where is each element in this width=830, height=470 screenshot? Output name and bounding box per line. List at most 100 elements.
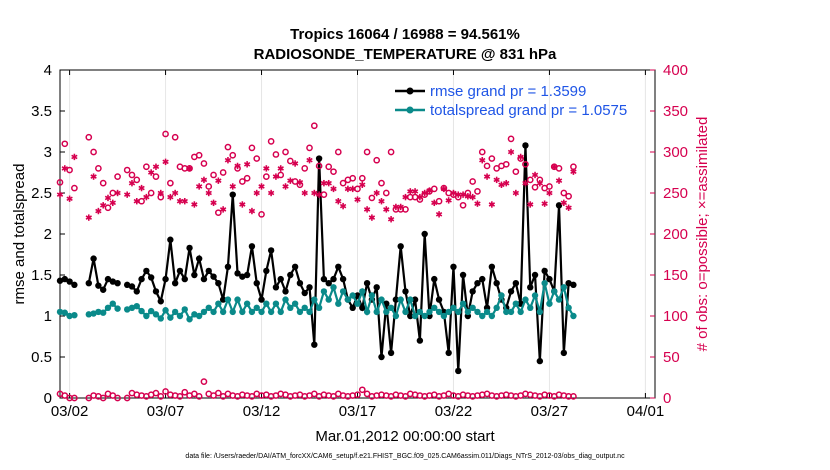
possible-point <box>99 394 107 402</box>
rmse-point <box>296 280 304 287</box>
possible-point <box>138 197 145 205</box>
assimilated-point <box>426 187 433 194</box>
possible-point <box>325 163 333 171</box>
totalspread-point <box>248 308 256 316</box>
totalspread-point <box>320 288 328 295</box>
assimilated-point <box>373 189 380 197</box>
possible-point <box>358 174 366 182</box>
assimilated-point <box>527 201 534 208</box>
asterisk-stroke <box>143 194 150 200</box>
asterisk-stroke <box>253 190 260 196</box>
rmse-point <box>181 275 188 283</box>
totalspread-point <box>527 304 534 311</box>
possible-point <box>205 183 213 190</box>
asterisk-stroke <box>565 205 572 211</box>
y-right-tick-label: 300 <box>663 144 688 161</box>
asterisk-stroke <box>186 166 193 171</box>
possible-point <box>502 160 510 168</box>
assimilated-point <box>186 165 193 172</box>
possible-point <box>85 133 93 141</box>
assimilated-point <box>368 214 376 221</box>
possible-point <box>200 160 208 167</box>
asterisk-stroke <box>128 180 136 186</box>
asterisk-stroke <box>109 200 116 206</box>
assimilated-point <box>402 193 409 201</box>
possible-point <box>248 144 256 152</box>
y-tick-label: 1.5 <box>31 267 52 284</box>
rmse-point <box>128 283 136 290</box>
rmse-point <box>258 296 265 303</box>
assimilated-point <box>431 199 438 207</box>
possible-point <box>195 393 203 400</box>
grid <box>69 70 646 398</box>
totalspread-point <box>85 311 92 318</box>
rmse-point <box>387 349 395 357</box>
possible-point <box>522 160 529 168</box>
possible-point <box>195 151 203 159</box>
x-tick-label: 03/12 <box>243 403 281 420</box>
totalspread-point <box>354 300 361 307</box>
assimilated-point <box>507 148 515 156</box>
x-tick-label: 03/02 <box>51 403 89 420</box>
rmse-point <box>224 263 232 270</box>
assimilated-point <box>469 193 476 201</box>
assimilated-point <box>531 171 539 179</box>
totalspread-point <box>325 296 332 303</box>
asterisk-stroke <box>325 180 332 186</box>
possible-point <box>157 393 165 400</box>
assimilated-point <box>450 189 457 197</box>
possible-point <box>459 201 467 209</box>
asterisk-stroke <box>167 194 174 200</box>
assimilated-point <box>100 202 107 209</box>
possible-point <box>358 386 366 394</box>
possible-point <box>181 388 189 396</box>
possible-point <box>354 185 361 193</box>
asterisk-stroke <box>85 215 92 220</box>
totalspread-point <box>71 311 78 319</box>
y-tick-label: 2 <box>44 226 52 243</box>
assimilated-point <box>301 189 308 197</box>
possible-point <box>306 144 313 152</box>
totalspread-point <box>234 296 241 303</box>
totalspread-point <box>311 296 318 303</box>
totalspread-point <box>560 284 568 291</box>
possible-point <box>488 155 496 162</box>
y-tick-label: 3.5 <box>31 103 52 120</box>
assimilated-point <box>546 189 553 197</box>
assimilated-point <box>435 211 443 218</box>
rmse-point <box>114 280 121 287</box>
assimilated-point <box>551 163 558 170</box>
y-axis-right-label: # of obs: o=possible; ×=assimilated <box>694 117 711 352</box>
totalspread-point <box>431 304 438 311</box>
possible-point <box>267 137 275 145</box>
possible-point <box>478 148 486 156</box>
totalspread-point <box>469 304 476 311</box>
possible-point <box>368 194 376 202</box>
asterisk-stroke <box>277 166 284 171</box>
assimilated-point <box>287 177 294 184</box>
possible-point <box>114 173 121 180</box>
rmse-point <box>138 275 145 283</box>
assimilated-point <box>306 157 313 164</box>
possible-point <box>349 174 357 182</box>
asterisk-stroke <box>133 198 140 204</box>
possible-point <box>210 171 217 179</box>
possible-point <box>99 179 107 187</box>
assimilated-point <box>258 183 265 190</box>
possible-point <box>253 155 261 162</box>
assimilated-point <box>191 201 198 208</box>
rmse-point <box>320 275 328 283</box>
rmse-point <box>248 243 256 250</box>
rmse-point <box>546 275 553 283</box>
y-right-tick-label: 100 <box>663 308 688 325</box>
asterisk-stroke <box>373 190 380 196</box>
totalspread-point <box>104 304 112 311</box>
assimilated-point <box>464 193 472 200</box>
rmse-point <box>555 202 563 209</box>
asterisk-stroke <box>215 178 222 183</box>
totalspread-point <box>301 304 308 311</box>
rmse-point <box>272 284 280 291</box>
asterisk-stroke <box>431 200 438 206</box>
assimilated-point <box>363 206 371 213</box>
assimilated-point <box>493 176 500 184</box>
